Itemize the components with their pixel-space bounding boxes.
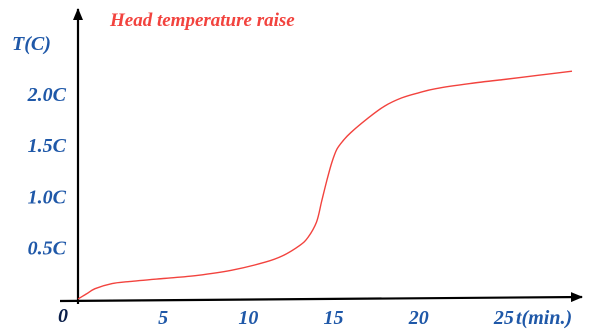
series-layer [77,70,573,300]
tick-labels: 5 10 15 20 25 0.5C 1.0C 1.5C 2.0C [27,84,514,329]
x-tick-label-10: 10 [238,307,258,329]
origin-label: 0 [58,305,68,327]
x-axis-label: t(min.) [516,307,572,329]
x-tick-label-5: 5 [158,307,168,329]
y-tick-label-1.5C: 1.5C [28,135,67,157]
x-tick-label-25: 25 [493,307,514,329]
y-tick-label-1.0C: 1.0C [28,186,67,208]
x-axis-line [59,292,583,303]
x-tick-label-20: 20 [408,307,429,329]
x-tick-label-15: 15 [324,307,344,329]
chart-title: Head temperature raise [109,10,295,31]
y-axis-label: T(C) [12,33,51,55]
y-tick-label-2.0C: 2.0C [27,84,67,106]
temperature-curve-line [77,70,573,300]
y-tick-label-0.5C: 0.5C [28,238,67,260]
